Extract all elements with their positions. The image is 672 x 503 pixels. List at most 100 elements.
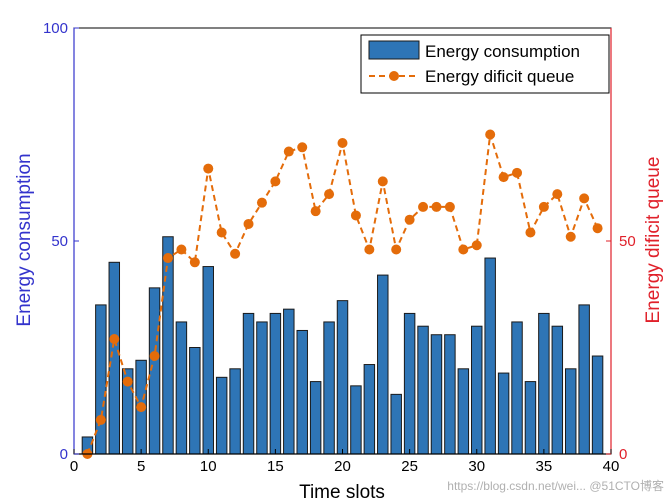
energy-deficit-queue-point bbox=[458, 244, 469, 255]
y-right-tick-label: 50 bbox=[619, 233, 636, 250]
energy-consumption-bar bbox=[175, 321, 188, 455]
energy-consumption-bar bbox=[471, 325, 483, 455]
energy-consumption-bar bbox=[390, 393, 402, 455]
energy-deficit-queue-point bbox=[162, 253, 173, 264]
energy-deficit-queue-point bbox=[256, 197, 267, 208]
energy-deficit-queue-point bbox=[216, 227, 227, 238]
energy-consumption-bar bbox=[162, 236, 174, 455]
energy-deficit-queue-point bbox=[431, 201, 442, 212]
energy-deficit-queue-point bbox=[109, 333, 120, 344]
x-tick-label: 40 bbox=[603, 458, 620, 475]
energy-deficit-queue-point bbox=[283, 146, 294, 157]
energy-deficit-queue-point bbox=[404, 214, 415, 225]
y-left-tick-label: 100 bbox=[43, 20, 68, 37]
energy-consumption-bar bbox=[363, 364, 376, 455]
energy-deficit-queue-point bbox=[203, 163, 214, 174]
energy-deficit-queue-point bbox=[579, 193, 590, 204]
energy-consumption-bar bbox=[323, 321, 335, 455]
energy-deficit-queue-point bbox=[122, 376, 133, 387]
energy-consumption-bar bbox=[538, 312, 550, 455]
x-tick-label: 15 bbox=[267, 458, 284, 475]
energy-consumption-bar bbox=[497, 372, 510, 455]
energy-deficit-queue-point bbox=[297, 142, 308, 153]
watermark-text: https://blog.csdn.net/wei... @51CTO博客 bbox=[447, 478, 664, 493]
x-tick-label: 10 bbox=[200, 458, 217, 475]
energy-consumption-bar bbox=[256, 321, 268, 455]
energy-consumption-bar bbox=[242, 312, 255, 455]
energy-consumption-bar bbox=[283, 308, 295, 455]
energy-deficit-queue-point bbox=[230, 248, 241, 259]
energy-consumption-bar bbox=[189, 347, 201, 455]
legend-bar-swatch bbox=[368, 40, 420, 60]
energy-consumption-bar bbox=[350, 385, 362, 455]
energy-deficit-queue-point bbox=[565, 231, 576, 242]
x-tick-label: 30 bbox=[468, 458, 485, 475]
y-left-tick-label: 50 bbox=[51, 233, 68, 250]
energy-deficit-queue-point bbox=[418, 201, 429, 212]
energy-consumption-bar bbox=[202, 266, 214, 455]
energy-deficit-queue-point bbox=[512, 167, 523, 178]
energy-deficit-queue-point bbox=[136, 402, 147, 413]
energy-deficit-queue-point bbox=[391, 244, 402, 255]
energy-deficit-queue-point bbox=[176, 244, 187, 255]
legend-label-energy-consumption: Energy consumption bbox=[425, 42, 580, 61]
energy-consumption-bar bbox=[564, 368, 577, 455]
y-left-tick-label: 0 bbox=[60, 446, 68, 463]
energy-consumption-bar bbox=[578, 304, 590, 455]
energy-deficit-queue-point bbox=[444, 201, 455, 212]
energy-consumption-bar bbox=[309, 381, 322, 455]
y-right-axis-title: Energy dificit queue bbox=[643, 157, 664, 324]
legend-marker-swatch bbox=[389, 71, 399, 81]
energy-consumption-bar bbox=[148, 287, 161, 455]
energy-consumption-bar bbox=[524, 381, 537, 455]
energy-deficit-queue-point bbox=[324, 189, 335, 200]
x-axis-title: Time slots bbox=[299, 482, 385, 503]
legend-label-energy-deficit-queue: Energy dificit queue bbox=[425, 67, 574, 86]
energy-consumption-bar bbox=[215, 376, 228, 455]
energy-consumption-bar bbox=[403, 312, 416, 455]
energy-consumption-bar bbox=[511, 321, 523, 455]
x-tick-label: 25 bbox=[401, 458, 418, 475]
queue-line-layer bbox=[82, 129, 603, 459]
energy-consumption-bar bbox=[591, 355, 604, 455]
energy-consumption-bar bbox=[377, 274, 389, 455]
energy-deficit-queue-point bbox=[189, 257, 200, 268]
energy-deficit-queue-point bbox=[498, 172, 509, 183]
energy-deficit-queue-point bbox=[350, 210, 361, 221]
energy-deficit-queue-point bbox=[337, 138, 348, 149]
y-left-axis-title: Energy consumption bbox=[14, 153, 35, 326]
bars-layer bbox=[81, 236, 604, 455]
energy-deficit-queue-point bbox=[525, 227, 536, 238]
x-tick-label: 35 bbox=[536, 458, 553, 475]
energy-deficit-queue-point bbox=[538, 201, 549, 212]
x-tick-label: 20 bbox=[334, 458, 351, 475]
energy-deficit-queue-point bbox=[552, 189, 563, 200]
energy-deficit-queue-point bbox=[310, 206, 321, 217]
energy-consumption-bar bbox=[108, 261, 121, 455]
energy-deficit-queue-point bbox=[364, 244, 375, 255]
legend: Energy consumption Energy dificit queue bbox=[360, 34, 610, 94]
energy-deficit-queue-point bbox=[485, 129, 496, 140]
energy-consumption-bar bbox=[336, 300, 349, 455]
energy-deficit-queue-point bbox=[592, 223, 603, 234]
energy-deficit-queue-point bbox=[377, 176, 388, 187]
energy-consumption-bar bbox=[484, 257, 496, 455]
x-tick-label: 0 bbox=[70, 458, 78, 475]
energy-deficit-queue-point bbox=[270, 176, 281, 187]
energy-deficit-queue-point bbox=[95, 414, 106, 425]
energy-consumption-bar bbox=[229, 368, 241, 455]
energy-consumption-bar bbox=[296, 329, 308, 455]
energy-consumption-bar bbox=[457, 368, 470, 455]
energy-consumption-bar bbox=[551, 325, 564, 455]
energy-deficit-queue-point bbox=[471, 240, 482, 251]
y-right-tick-label: 0 bbox=[619, 446, 627, 463]
x-tick-label: 5 bbox=[137, 458, 145, 475]
energy-consumption-bar bbox=[444, 334, 456, 455]
energy-deficit-queue-point bbox=[243, 218, 254, 229]
energy-deficit-queue-point bbox=[149, 351, 160, 362]
energy-consumption-bar bbox=[430, 334, 443, 455]
energy-consumption-bar bbox=[269, 312, 282, 455]
energy-consumption-bar bbox=[417, 325, 429, 455]
